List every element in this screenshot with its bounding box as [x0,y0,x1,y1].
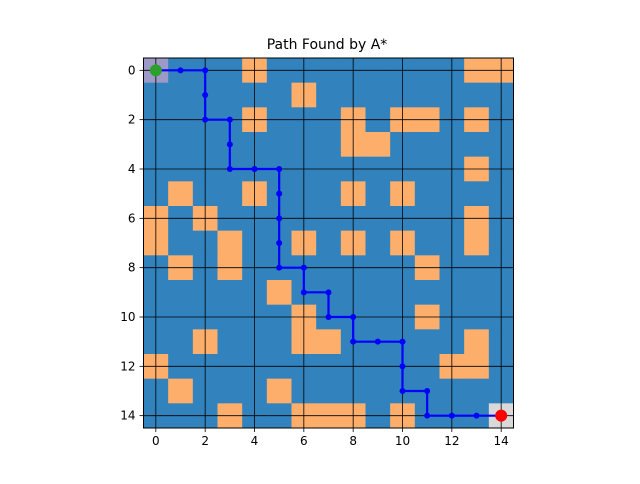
path-point-25 [424,412,431,419]
cell-r13-c5 [266,378,292,404]
path-point-14 [300,264,307,271]
path-point-8 [251,166,258,172]
y-tick-label-10: 10 [120,310,135,324]
cell-r1-c11 [414,82,440,108]
x-tick-label-8: 8 [349,434,357,448]
cell-r1-c9 [365,82,391,108]
cell-r11-c3 [217,329,243,355]
x-tick-label-14: 14 [494,434,509,448]
cell-r9-c11 [414,280,440,305]
path-point-21 [399,338,406,345]
cell-r1-c3 [217,82,243,108]
y-tick-label-12: 12 [120,359,135,373]
path-point-6 [226,141,233,148]
path-point-10 [276,190,283,197]
y-tick-label-0: 0 [128,63,136,77]
cell-r7-c9 [365,230,391,256]
cell-r1-c1 [168,82,194,108]
path-point-18 [350,314,357,320]
cell-r13-c3 [217,378,243,404]
path-point-20 [374,338,381,345]
path-point-24 [424,388,431,394]
path-point-27 [473,412,480,419]
cell-r1-c13 [464,82,490,108]
cell-r13-c13 [464,378,490,404]
cell-r9-c13 [464,280,490,305]
cell-r3-c9 [365,132,391,157]
cell-r7-c11 [414,230,440,256]
chart-title: Path Found by A* [267,37,388,53]
cell-r13-c1 [168,378,194,404]
path-point-5 [226,116,233,123]
x-tick-label-10: 10 [395,434,410,448]
start-marker [149,64,162,77]
cell-r11-c13 [464,329,490,355]
path-point-12 [276,240,283,246]
cell-r9-c9 [365,280,391,305]
path-layer [149,64,508,422]
cell-r5-c11 [414,181,440,207]
cell-r3-c13 [464,132,490,157]
path-point-11 [276,215,283,222]
cell-r5-c7 [316,181,342,207]
cell-r1-c7 [316,82,342,108]
cell-r7-c1 [168,230,194,256]
cell-r9-c1 [168,280,194,305]
cell-r3-c11 [414,132,440,157]
path-point-9 [276,166,283,172]
cell-r1-c5 [266,82,292,108]
cell-r5-c3 [217,181,243,207]
x-tick-label-2: 2 [201,434,209,448]
path-point-16 [325,289,332,296]
path-point-2 [202,67,209,74]
path-point-3 [202,92,209,98]
x-tick-label-12: 12 [444,434,459,448]
cell-r11-c5 [266,329,292,355]
path-point-1 [177,67,184,74]
cell-r13-c7 [316,378,342,404]
path-point-13 [276,264,283,271]
path-point-22 [399,363,406,370]
cell-r7-c7 [316,230,342,256]
path-point-15 [300,289,307,296]
path-point-17 [325,314,332,320]
cell-r11-c1 [168,329,194,355]
path-point-23 [399,388,406,394]
cell-r5-c9 [365,181,391,207]
cell-r3-c7 [316,132,342,157]
path-point-7 [226,166,233,172]
path-point-26 [448,412,455,419]
cell-r7-c13 [464,230,490,256]
cell-r7-c3 [217,230,243,256]
x-tick-label-0: 0 [152,434,160,448]
cell-r5-c13 [464,181,490,207]
goal-marker [495,409,508,422]
y-tick-label-14: 14 [120,409,135,423]
cell-r9-c5 [266,280,292,305]
cell-r11-c7 [316,329,342,355]
axes-frame [143,57,514,429]
y-tick-label-4: 4 [128,162,136,176]
path-point-4 [202,116,209,123]
path-point-19 [350,338,357,345]
x-tick-label-4: 4 [251,434,259,448]
y-tick-label-6: 6 [128,211,136,225]
y-tick-label-8: 8 [128,261,136,275]
cell-r3-c5 [266,132,292,157]
grid-cells [143,58,514,429]
cell-r11-c11 [414,329,440,355]
cell-r9-c3 [217,280,243,305]
cell-r13-c9 [365,378,391,404]
y-tick-label-2: 2 [128,113,136,127]
x-tick-label-6: 6 [300,434,308,448]
cell-r3-c1 [168,132,194,157]
axes: 0 2 4 6 8 10 12 14 0 2 4 6 8 10 12 14 [120,57,514,448]
cell-r5-c1 [168,181,194,207]
